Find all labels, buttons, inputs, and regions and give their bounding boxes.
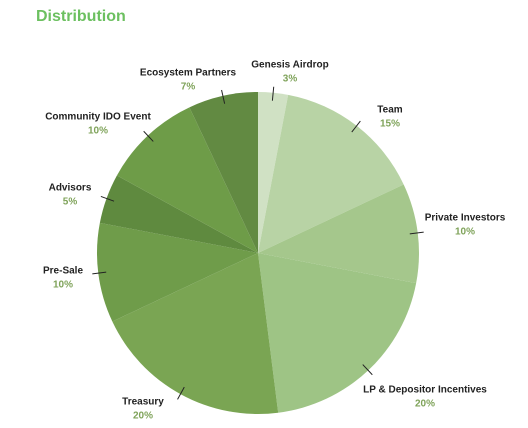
slice-value-label: 10% bbox=[88, 126, 108, 137]
slice-value-label: 5% bbox=[63, 197, 78, 208]
slice-label: Team bbox=[377, 105, 402, 116]
leader-line bbox=[362, 364, 373, 376]
slice-label: Community IDO Event bbox=[45, 112, 151, 123]
pie-slice bbox=[99, 175, 259, 253]
leader-line bbox=[271, 86, 275, 101]
slice-value-label: 10% bbox=[455, 227, 475, 238]
pie-slice bbox=[258, 92, 289, 253]
slice-label: Advisors bbox=[49, 183, 92, 194]
slice-label: LP & Depositor Incentives bbox=[363, 385, 487, 396]
pie-slice bbox=[258, 184, 419, 284]
pie-slice bbox=[189, 92, 258, 253]
slice-label: Treasury bbox=[122, 397, 164, 408]
slice-label: Ecosystem Partners bbox=[140, 68, 237, 79]
slice-label: Pre-Sale bbox=[43, 266, 83, 277]
slice-value-label: 15% bbox=[380, 119, 400, 130]
pie-slice bbox=[116, 107, 258, 253]
leader-line bbox=[143, 130, 154, 142]
slice-value-label: 20% bbox=[415, 399, 435, 410]
chart-title: Distribution bbox=[36, 8, 126, 25]
leader-line bbox=[177, 386, 185, 400]
slice-value-label: 3% bbox=[283, 74, 298, 85]
pie-slice bbox=[258, 94, 404, 254]
pie-slice bbox=[97, 222, 258, 322]
slice-label: Private Investors bbox=[425, 213, 506, 224]
leader-line bbox=[92, 271, 107, 275]
leader-line bbox=[100, 195, 115, 202]
slice-label: Genesis Airdrop bbox=[251, 60, 328, 71]
slice-value-label: 7% bbox=[181, 82, 196, 93]
pie-slice bbox=[112, 253, 279, 414]
pie-slice bbox=[258, 253, 417, 413]
leader-line bbox=[409, 231, 424, 235]
leader-line bbox=[351, 120, 361, 133]
slice-value-label: 10% bbox=[53, 280, 73, 291]
slice-value-label: 20% bbox=[133, 411, 153, 422]
leader-line bbox=[221, 89, 226, 104]
